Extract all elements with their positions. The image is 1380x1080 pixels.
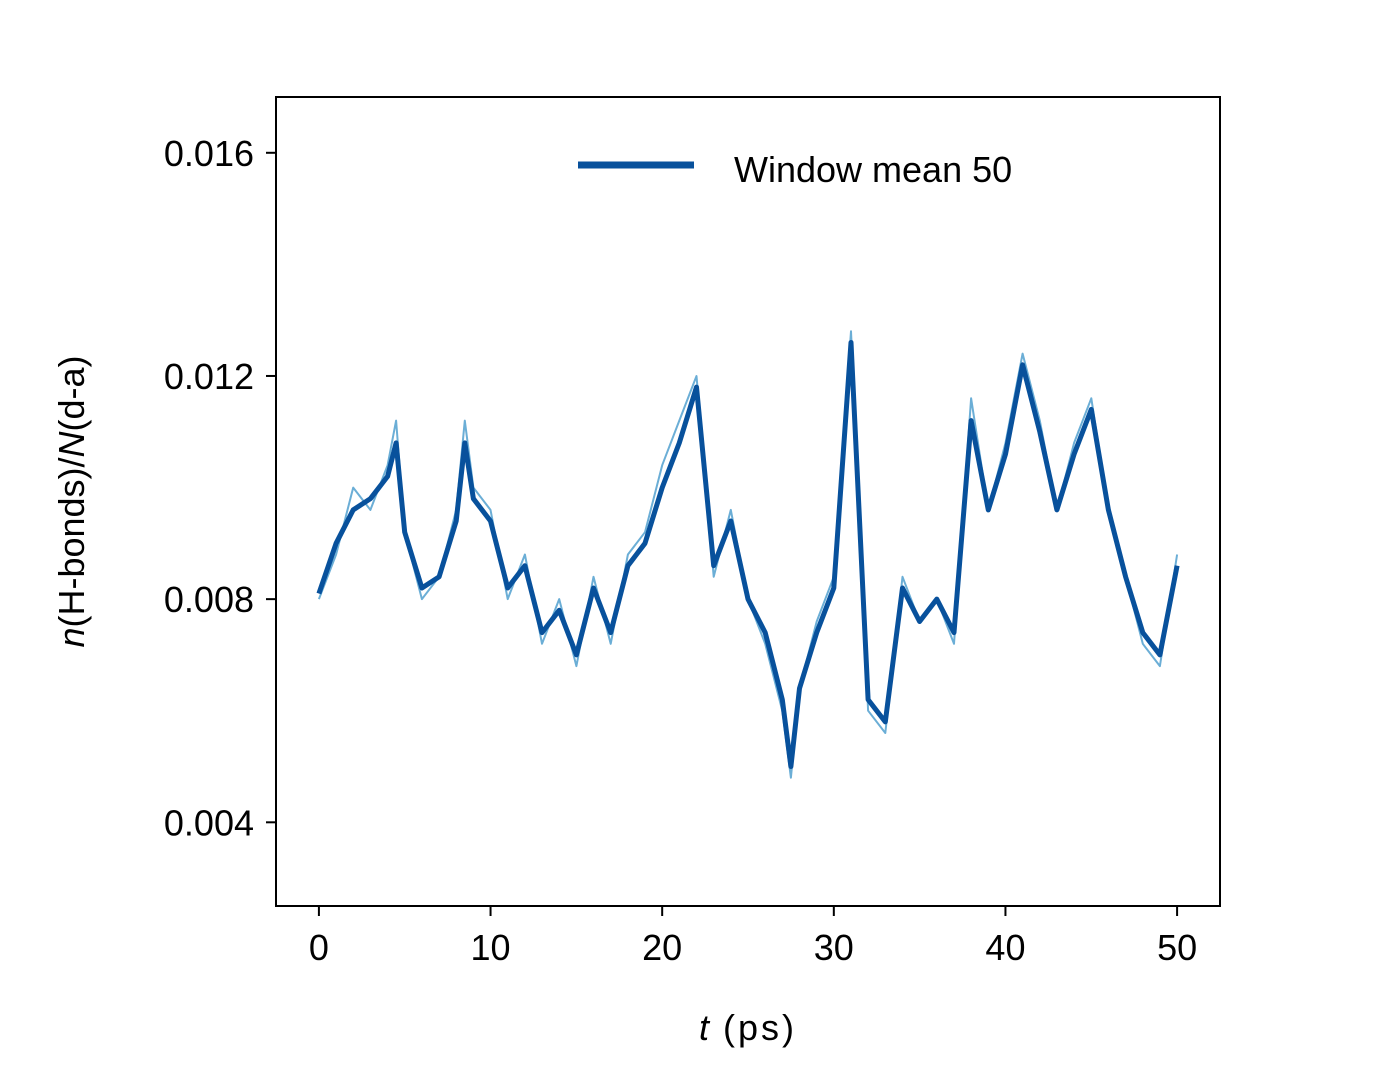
x-axis-label: t (ps) (699, 1007, 797, 1048)
y-axis-label-da: (d-a) (51, 355, 92, 431)
y-tick-label: 0.012 (164, 356, 254, 397)
x-tick-label: 30 (814, 927, 854, 968)
x-tick-label: 20 (642, 927, 682, 968)
y-tick-label: 0.004 (164, 802, 254, 843)
x-tick-label: 40 (985, 927, 1025, 968)
x-axis: 0 10 20 30 40 50 (309, 906, 1197, 968)
y-axis-label-hbonds: (H-bonds)/ (51, 457, 92, 627)
y-tick-label: 0.008 (164, 579, 254, 620)
legend: Window mean 50 (578, 149, 1012, 190)
y-axis-label-N: N (51, 430, 92, 457)
plot-area (316, 330, 1180, 779)
y-axis: 0.004 0.008 0.012 0.016 (164, 133, 276, 843)
x-tick-label: 10 (471, 927, 511, 968)
x-axis-label-unit: (ps) (723, 1007, 797, 1048)
x-tick-label: 50 (1157, 927, 1197, 968)
x-axis-label-variable: t (699, 1007, 711, 1048)
series-line-window-mean (316, 340, 1180, 769)
x-tick-label: 0 (309, 927, 329, 968)
legend-label-window-mean: Window mean 50 (734, 149, 1012, 190)
axes-frame (275, 96, 1221, 907)
y-tick-label: 0.016 (164, 133, 254, 174)
y-axis-label: n(H-bonds)/N(d-a) (51, 355, 92, 647)
y-axis-label-n: n (51, 628, 92, 648)
